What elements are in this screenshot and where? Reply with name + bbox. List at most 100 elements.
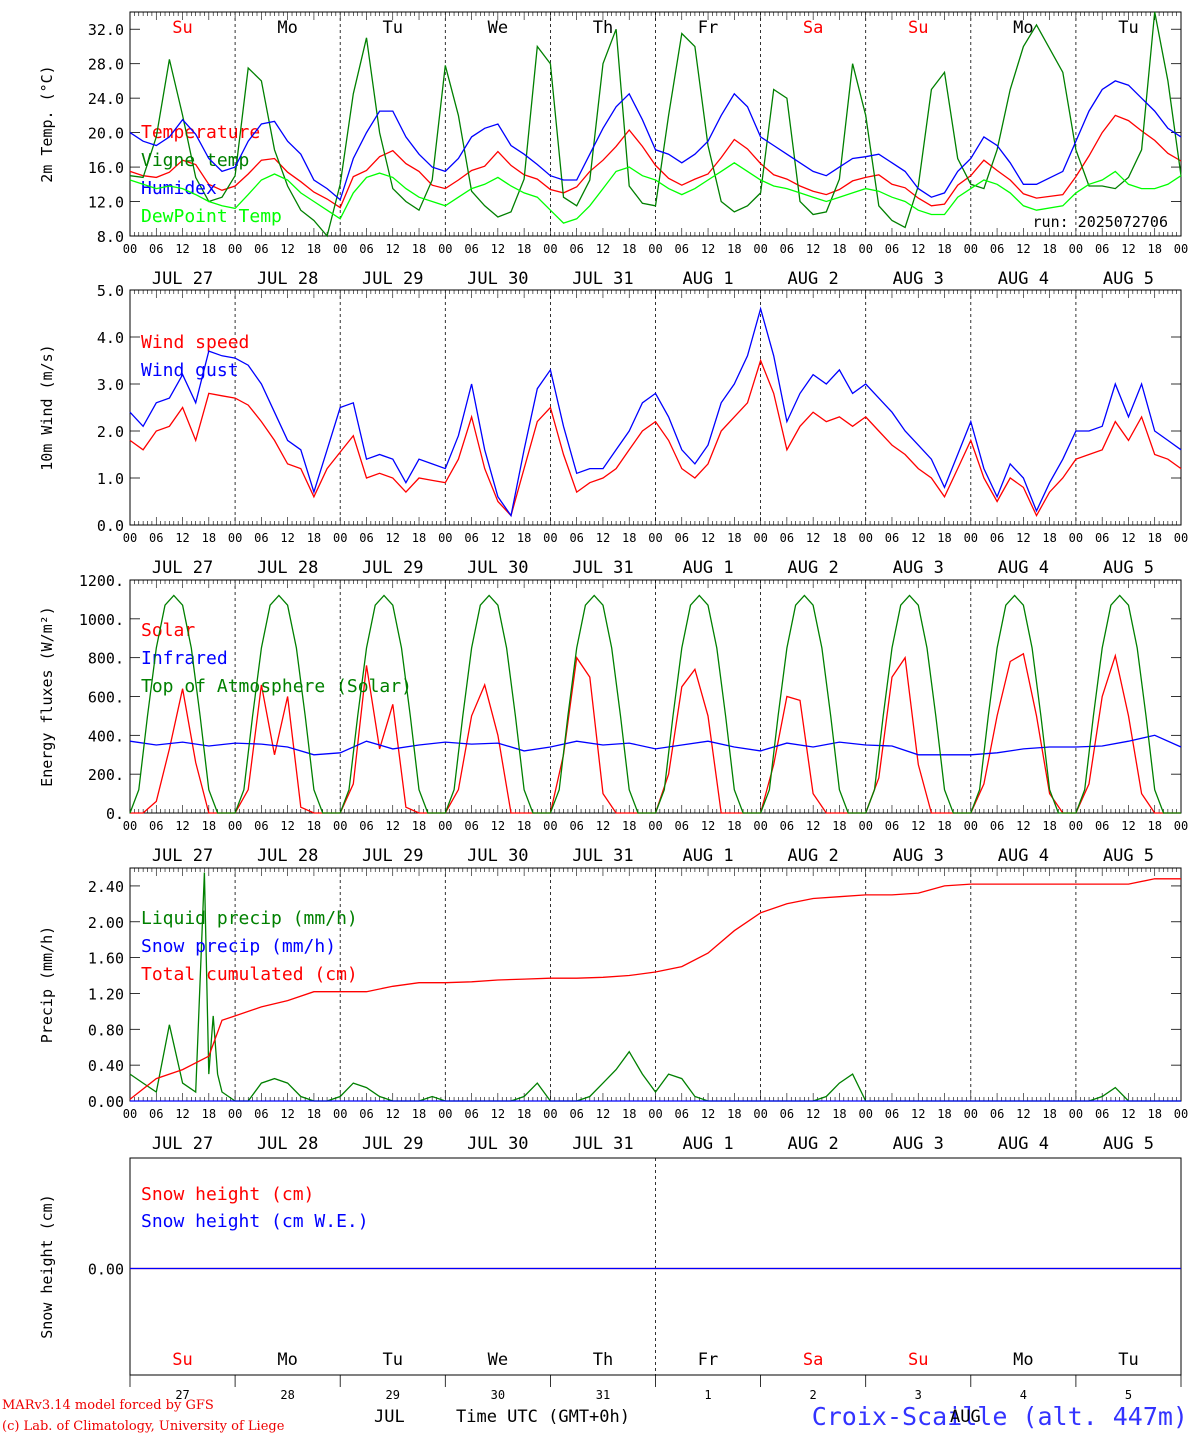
date-label: AUG 4 (998, 846, 1049, 866)
weekday-label: Th (593, 18, 613, 38)
legend-label: Snow height (cm) (141, 1184, 314, 1205)
date-label: AUG 1 (682, 269, 733, 289)
hour-label: 12 (1016, 819, 1030, 833)
hour-label: 18 (1042, 819, 1056, 833)
day-number: 3 (915, 1388, 922, 1402)
hour-label: 18 (307, 1107, 321, 1121)
hour-label: 12 (491, 819, 505, 833)
series-line-infrared (129, 734, 1182, 756)
weekday-label: Mo (1013, 18, 1033, 38)
day-number: 30 (491, 1388, 505, 1402)
hour-label: 06 (1095, 1107, 1109, 1121)
hour-label: 00 (228, 531, 242, 545)
date-label: AUG 3 (893, 269, 944, 289)
y-tick-label: 200. (88, 766, 124, 784)
date-label: JUL 28 (257, 1134, 318, 1154)
day-number: 1 (704, 1388, 711, 1402)
date-label: AUG 3 (893, 558, 944, 578)
hour-label: 00 (753, 531, 767, 545)
y-tick-label: 20.0 (88, 125, 124, 143)
hour-label: 06 (885, 1107, 899, 1121)
hour-label: 12 (386, 531, 400, 545)
hour-label: 18 (832, 1107, 846, 1121)
y-tick-label: 800. (88, 650, 124, 668)
weekday-label: Su (908, 18, 928, 38)
weekday-label: Mo (1013, 1350, 1033, 1370)
hour-label: 12 (1016, 1107, 1030, 1121)
hour-label: 06 (990, 819, 1004, 833)
date-label: JUL 31 (572, 269, 633, 289)
date-label: JUL 28 (257, 558, 318, 578)
weekday-label: Fr (698, 18, 718, 38)
hour-label: 12 (280, 242, 294, 256)
hour-label: 00 (1174, 531, 1188, 545)
hour-label: 18 (1042, 531, 1056, 545)
hour-label: 18 (517, 1107, 531, 1121)
y-tick-label: 0.80 (88, 1021, 124, 1039)
hour-label: 12 (701, 242, 715, 256)
hour-label: 00 (123, 242, 137, 256)
hour-label: 06 (885, 819, 899, 833)
hour-label: 00 (123, 1107, 137, 1121)
hour-label: 12 (175, 819, 189, 833)
y-tick-label: 0.00 (88, 1261, 124, 1279)
hour-label: 12 (596, 819, 610, 833)
run-label: run: 2025072706 (1033, 213, 1168, 231)
hour-label: 12 (175, 531, 189, 545)
y-tick-label: 1.20 (88, 985, 124, 1003)
hour-label: 12 (386, 242, 400, 256)
hour-label: 18 (937, 531, 951, 545)
hour-label: 18 (1147, 242, 1161, 256)
hour-label: 12 (911, 242, 925, 256)
date-label: AUG 2 (788, 846, 839, 866)
date-label: AUG 4 (998, 269, 1049, 289)
date-label: JUL 31 (572, 558, 633, 578)
hour-label: 18 (832, 819, 846, 833)
weekday-label: Su (908, 1350, 928, 1370)
hour-label: 12 (491, 531, 505, 545)
day-number: 5 (1125, 1388, 1132, 1402)
hour-label: 12 (596, 242, 610, 256)
hour-label: 12 (280, 1107, 294, 1121)
y-tick-label: 32.0 (88, 21, 124, 39)
hour-label: 06 (885, 531, 899, 545)
series-line-top-of-atmosphere-solar- (129, 594, 1181, 814)
hour-label: 12 (175, 1107, 189, 1121)
hour-label: 12 (701, 531, 715, 545)
y-tick-label: 2.0 (97, 423, 124, 441)
hour-label: 06 (254, 819, 268, 833)
legend-label: Snow precip (mm/h) (141, 936, 336, 957)
hour-label: 06 (149, 819, 163, 833)
hour-label: 12 (1121, 242, 1135, 256)
hour-label: 00 (753, 819, 767, 833)
hour-label: 00 (753, 1107, 767, 1121)
hour-label: 00 (1174, 242, 1188, 256)
date-label: JUL 30 (467, 1134, 528, 1154)
series-line-vigne-temp (129, 11, 1182, 238)
panel-0 (129, 11, 1182, 237)
series-line-humidex (129, 80, 1182, 201)
hour-label: 06 (464, 819, 478, 833)
hour-label: 06 (149, 242, 163, 256)
hour-label: 00 (333, 242, 347, 256)
hour-label: 12 (911, 1107, 925, 1121)
hour-label: 18 (202, 1107, 216, 1121)
hour-label: 00 (858, 531, 872, 545)
date-label: AUG 2 (788, 1134, 839, 1154)
hour-label: 18 (202, 242, 216, 256)
hour-label: 00 (438, 242, 452, 256)
weekday-label: Tu (383, 1350, 403, 1370)
hour-label: 18 (1042, 1107, 1056, 1121)
hour-label: 18 (937, 819, 951, 833)
hour-label: 00 (123, 819, 137, 833)
hour-label: 18 (412, 531, 426, 545)
weekday-label: We (488, 18, 508, 38)
hour-label: 00 (1069, 242, 1083, 256)
hour-label: 00 (123, 531, 137, 545)
hour-label: 12 (596, 1107, 610, 1121)
hour-label: 06 (885, 242, 899, 256)
hour-label: 18 (412, 242, 426, 256)
hour-label: 18 (1147, 819, 1161, 833)
date-label: AUG 5 (1103, 846, 1154, 866)
